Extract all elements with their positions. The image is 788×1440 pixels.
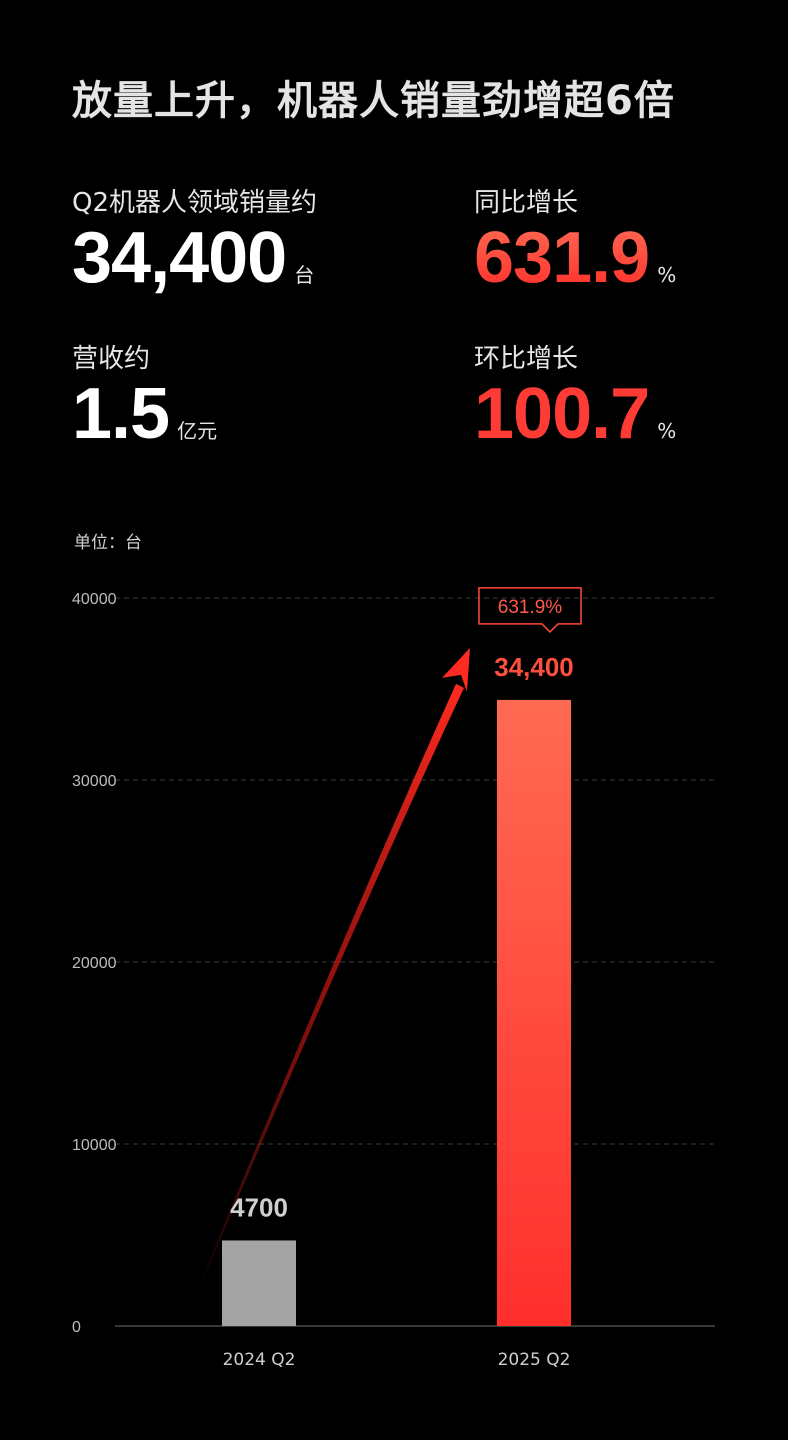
stat-revenue-unit: 亿元: [177, 419, 218, 443]
stat-sales: Q2机器人领域销量约 34,400 台: [72, 182, 317, 297]
bar-2024-q2: [222, 1240, 296, 1326]
callout-box: [478, 587, 582, 633]
y-tick-label: 20000: [72, 955, 117, 972]
stat-revenue: 营收约 1.5 亿元: [72, 338, 217, 453]
stat-sales-value: 34,400: [72, 218, 287, 298]
callout-label: 631.9%: [498, 597, 563, 618]
x-tick-label: 2025 Q2: [498, 1350, 571, 1370]
x-tick-label: 2024 Q2: [223, 1350, 296, 1370]
data-label: 4700: [230, 1192, 288, 1222]
growth-arrow: [197, 683, 464, 1291]
stat-qoq-unit: %: [657, 419, 677, 443]
stat-revenue-value: 1.5: [72, 374, 170, 454]
stat-qoq-label: 环比增长: [474, 344, 579, 374]
stat-yoy-unit: %: [657, 263, 677, 287]
y-tick-label: 0: [72, 1319, 81, 1336]
y-tick-label: 40000: [72, 591, 117, 608]
stat-sales-unit: 台: [294, 263, 315, 287]
stat-yoy-label: 同比增长: [474, 188, 579, 218]
unit-note: 单位：台: [74, 533, 142, 553]
growth-arrow-head: [442, 647, 470, 692]
stat-yoy-value: 631.9: [474, 218, 650, 298]
page-title: 放量上升，机器人销量劲增超6倍: [72, 78, 675, 124]
stat-qoq: 环比增长 100.7 %: [474, 338, 676, 453]
data-label: 34,400: [494, 652, 574, 682]
y-tick-label: 30000: [72, 773, 117, 790]
bar-2025-q2: [497, 699, 571, 1326]
stat-revenue-label: 营收约: [72, 344, 151, 374]
stat-sales-label: Q2机器人领域销量约: [72, 188, 318, 218]
bar-chart: 0 10000 20000 30000 40000 2024 Q2 2025 Q2 4700…: [72, 587, 715, 1370]
y-tick-label: 10000: [72, 1137, 117, 1154]
stat-qoq-value: 100.7: [474, 374, 650, 454]
stat-yoy: 同比增长 631.9 %: [474, 182, 676, 297]
